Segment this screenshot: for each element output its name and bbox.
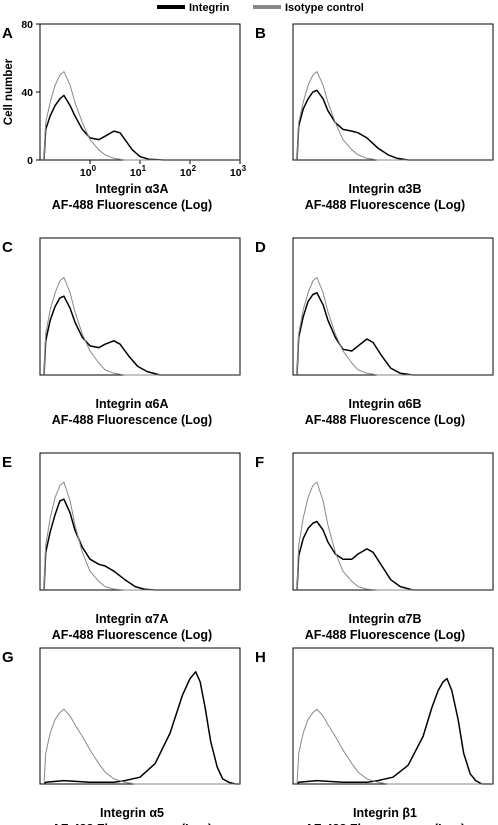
x-tick-base: 10 — [230, 167, 242, 179]
panel-caption-title: Integrin α6A — [96, 397, 169, 411]
panel-caption-title: Integrin β1 — [353, 806, 417, 820]
isotype-control-histogram — [43, 276, 240, 376]
isotype-control-histogram — [43, 481, 240, 591]
x-tick-label: 101 — [130, 164, 147, 179]
y-tick-label: 40 — [21, 87, 33, 99]
panel-letter: F — [255, 454, 264, 471]
panel-caption-axis: AF-488 Fluorescence (Log) — [52, 413, 212, 427]
isotype-control-histogram — [296, 276, 493, 376]
x-tick-exponent: 2 — [192, 164, 197, 173]
integrin-histogram — [43, 295, 240, 376]
panel-caption-title: Integrin α3B — [349, 182, 422, 196]
panel-caption-axis: AF-488 Fluorescence (Log) — [52, 198, 212, 212]
panel-h: H Integrin β1 AF-488 Fluorescence (Log) — [255, 647, 494, 825]
y-tick-label: 0 — [27, 155, 33, 167]
panel-caption-axis: AF-488 Fluorescence (Log) — [52, 822, 212, 825]
panel-caption-title: Integrin α6B — [349, 397, 422, 411]
panel-letter: B — [255, 25, 266, 42]
isotype-control-histogram — [296, 708, 493, 785]
panel-caption-title: Integrin α7A — [96, 612, 169, 626]
integrin-histogram — [296, 677, 493, 785]
panel-letter: E — [2, 454, 12, 471]
panel-g: G Integrin α5 AF-488 Fluorescence (Log) — [2, 647, 241, 825]
legend-item-isotype-control: Isotype control — [253, 2, 364, 14]
legend-label: Isotype control — [285, 2, 364, 14]
panel-caption-title: Integrin α3A — [96, 182, 169, 196]
x-tick-base: 10 — [180, 167, 192, 179]
plot-frame — [39, 23, 241, 161]
plot-frame — [39, 452, 241, 591]
panel-caption-title: Integrin α5 — [100, 806, 164, 820]
panel-f: F Integrin α7B AF-488 Fluorescence (Log) — [255, 452, 494, 642]
panel-caption-axis: AF-488 Fluorescence (Log) — [305, 628, 465, 642]
integrin-histogram — [43, 498, 240, 591]
isotype-control-histogram — [296, 71, 493, 161]
integrin-histogram — [296, 292, 493, 376]
panel-letter: C — [2, 239, 13, 256]
panel-b: B Integrin α3B AF-488 Fluorescence (Log) — [255, 23, 494, 212]
panel-c: C Integrin α6A AF-488 Fluorescence (Log) — [2, 237, 241, 427]
panel-caption-axis: AF-488 Fluorescence (Log) — [305, 413, 465, 427]
x-tick-base: 10 — [80, 167, 92, 179]
panel-letter: H — [255, 649, 266, 666]
integrin-histogram — [43, 94, 240, 161]
plot-frame — [292, 23, 494, 161]
x-tick-label: 100 — [80, 164, 97, 179]
x-tick-exponent: 0 — [92, 164, 97, 173]
isotype-control-histogram — [296, 481, 493, 591]
legend-label: Integrin — [189, 2, 230, 14]
panel-d: D Integrin α6B AF-488 Fluorescence (Log) — [255, 237, 494, 427]
panel-caption-axis: AF-488 Fluorescence (Log) — [305, 822, 465, 825]
x-tick-exponent: 3 — [242, 164, 247, 173]
integrin-histogram — [43, 671, 240, 785]
panel-letter: D — [255, 239, 266, 256]
panel-caption-axis: AF-488 Fluorescence (Log) — [52, 628, 212, 642]
x-tick-label: 102 — [180, 164, 197, 179]
integrin-histogram — [296, 520, 493, 591]
y-tick-label: 80 — [21, 19, 33, 31]
legend-item-integrin: Integrin — [157, 2, 230, 14]
x-tick-label: 103 — [230, 164, 247, 179]
panel-e: E Integrin α7A AF-488 Fluorescence (Log) — [2, 452, 241, 642]
isotype-control-histogram — [43, 71, 240, 161]
plot-frame — [292, 452, 494, 591]
isotype-control-histogram — [43, 708, 240, 785]
integrin-histogram — [296, 89, 493, 161]
y-axis-title: Cell number — [3, 58, 15, 125]
x-tick-exponent: 1 — [142, 164, 147, 173]
x-tick-base: 10 — [130, 167, 142, 179]
panel-letter: A — [2, 25, 13, 42]
panel-caption-axis: AF-488 Fluorescence (Log) — [305, 198, 465, 212]
panel-letter: G — [2, 649, 14, 666]
legend: Integrin Isotype control — [157, 2, 364, 14]
panel-caption-title: Integrin α7B — [349, 612, 422, 626]
